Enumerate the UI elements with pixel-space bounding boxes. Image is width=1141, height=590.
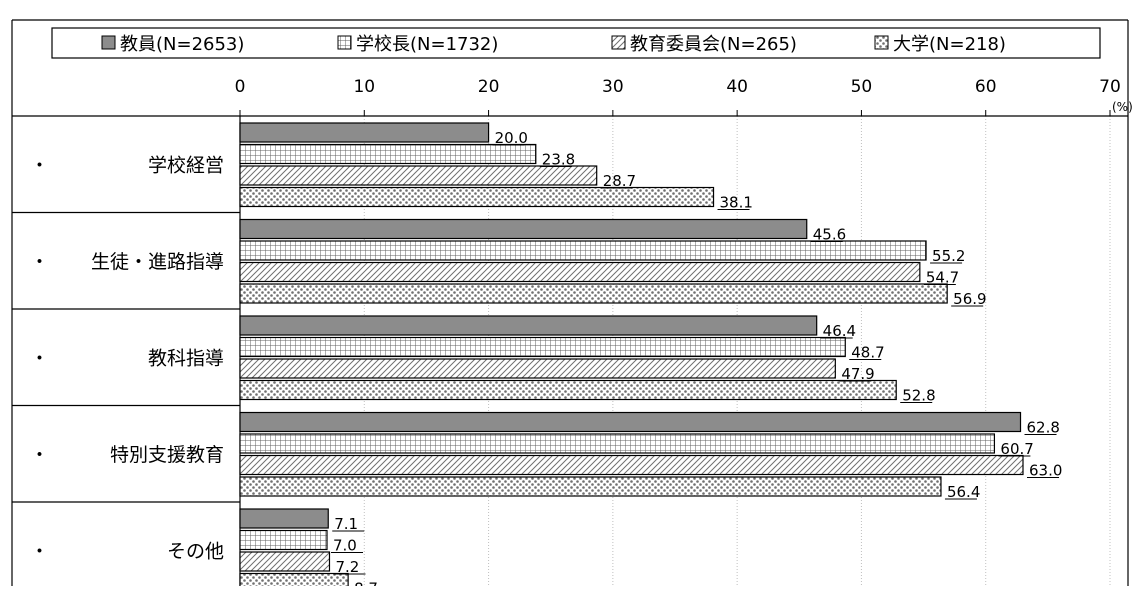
bar-1-4	[239, 411, 1022, 433]
bar-4-4	[239, 476, 942, 497]
value-label-1-4: 62.8	[1027, 419, 1060, 437]
value-label-4-5: 8.7	[354, 580, 378, 587]
bars	[239, 122, 1024, 590]
tick-label-50: 50	[851, 77, 873, 97]
bar-2-4	[239, 433, 996, 454]
category-bullet-3: ・	[30, 347, 49, 369]
category-label-4: 特別支援教育	[110, 444, 224, 466]
value-label-2-3: 48.7	[851, 344, 884, 362]
legend-box	[51, 27, 1101, 59]
value-label-1-2: 45.6	[813, 226, 846, 244]
tick-label-10: 10	[353, 77, 375, 97]
value-label-3-1: 28.7	[603, 172, 636, 190]
bar-4-5	[239, 572, 349, 590]
value-label-2-1: 23.8	[542, 151, 575, 169]
value-label-1-3: 46.4	[823, 322, 856, 340]
bar-3-2	[239, 261, 921, 283]
bar-2-5	[239, 529, 328, 551]
category-label-3: 教科指導	[148, 347, 224, 369]
bar-1-2	[239, 218, 808, 240]
value-label-4-2: 56.9	[953, 290, 986, 308]
tick-label-70: 70	[1099, 77, 1121, 97]
bar-4-1	[239, 186, 715, 208]
value-label-2-2: 55.2	[932, 247, 965, 265]
value-label-1-5: 7.1	[334, 515, 358, 533]
category-bullet-1: ・	[30, 154, 49, 176]
bar-3-3	[239, 358, 836, 379]
legend-swatch-4	[874, 35, 889, 50]
bar-1-1	[239, 122, 490, 143]
value-label-4-4: 56.4	[947, 483, 980, 501]
bar-3-1	[239, 165, 598, 186]
legend-label-3: 教育委員会(N=265)	[630, 34, 797, 55]
tick-label-30: 30	[602, 77, 624, 97]
legend-label-2: 学校長(N=1732)	[356, 34, 498, 55]
bar-2-2	[239, 240, 927, 261]
legend: 教員(N=2653) 学校長(N=1732) 教育委員会(N=265) 大学(N=21…	[101, 34, 1006, 55]
tick-label-40: 40	[726, 77, 748, 97]
legend-swatch-1	[101, 35, 116, 50]
category-labels: ・学校経営・ 生徒・進路指導・ 教科指導・ 特別支援教育・ その他	[30, 154, 224, 562]
category-label-2: 生徒・進路指導	[91, 251, 224, 273]
value-label-4-1: 38.1	[720, 194, 753, 212]
bar-2-1	[239, 143, 537, 165]
category-bullet-5: ・	[30, 540, 49, 562]
unit-label: (%)	[1112, 100, 1133, 114]
tick-label-0: 0	[235, 77, 246, 97]
value-label-1-1: 20.0	[495, 129, 528, 147]
legend-label-1: 教員(N=2653)	[120, 34, 244, 55]
legend-swatch-2	[337, 35, 352, 50]
bar-1-5	[239, 508, 329, 529]
value-label-2-5: 7.0	[333, 537, 357, 555]
category-bullet-4: ・	[30, 444, 49, 466]
value-label-2-4: 60.7	[1000, 440, 1033, 458]
value-label-4-3: 52.8	[902, 387, 935, 405]
bar-3-4	[239, 454, 1024, 476]
x-axis-ticks: 0 10 20 30 40 50 60 70	[235, 77, 1121, 116]
category-label-1: 学校経営	[148, 154, 224, 176]
category-bullet-2: ・	[30, 251, 49, 273]
bar-4-2	[239, 283, 948, 304]
tick-label-60: 60	[975, 77, 997, 97]
legend-swatch-3	[611, 35, 626, 50]
value-labels: 20.0 23.8 28.7 38.1 45.6 55.2 54.7 56.9 46.4 48.7…	[331, 129, 1062, 590]
value-label-3-3: 47.9	[841, 365, 874, 383]
value-label-3-5: 7.2	[335, 558, 359, 576]
legend-label-4: 大学(N=218)	[893, 34, 1006, 55]
value-label-3-2: 54.7	[926, 269, 959, 287]
tick-label-20: 20	[478, 77, 500, 97]
bar-3-5	[239, 551, 331, 572]
category-label-5: その他	[167, 540, 224, 562]
bar-1-3	[239, 315, 818, 336]
bar-2-3	[239, 336, 846, 358]
bar-4-3	[239, 379, 897, 401]
value-label-3-4: 63.0	[1029, 462, 1062, 480]
